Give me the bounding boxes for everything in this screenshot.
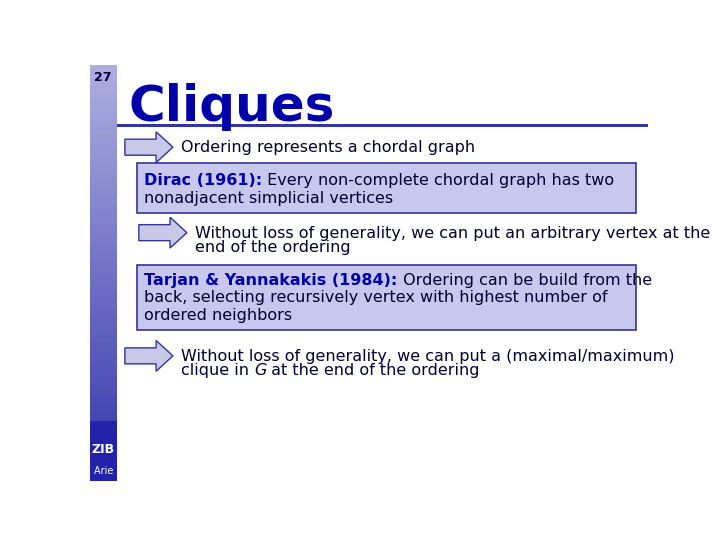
Bar xyxy=(90,421,117,481)
Text: clique in: clique in xyxy=(181,363,254,378)
Bar xyxy=(90,432,117,440)
Text: Tarjan & Yannakakis (1984):: Tarjan & Yannakakis (1984): xyxy=(144,273,397,288)
Text: Cliques: Cliques xyxy=(129,83,335,131)
Bar xyxy=(90,99,117,107)
Bar xyxy=(90,307,117,315)
Bar xyxy=(90,113,117,121)
Text: G: G xyxy=(254,363,266,378)
Bar xyxy=(90,72,117,79)
Bar xyxy=(90,439,117,447)
Text: ZIB: ZIB xyxy=(92,443,115,456)
Text: nonadjacent simplicial vertices: nonadjacent simplicial vertices xyxy=(144,191,393,206)
Bar xyxy=(90,224,117,232)
Bar xyxy=(90,446,117,454)
Bar xyxy=(90,335,117,343)
Bar xyxy=(90,238,117,246)
Bar xyxy=(90,120,117,128)
Bar xyxy=(90,474,117,481)
Text: Arie Koster: Arie Koster xyxy=(94,466,147,476)
Bar xyxy=(90,328,117,336)
Bar xyxy=(90,273,117,280)
Bar xyxy=(90,134,117,142)
Bar xyxy=(90,390,117,398)
Bar xyxy=(90,280,117,287)
Bar xyxy=(90,85,117,93)
Text: ordered neighbors: ordered neighbors xyxy=(144,308,292,323)
Bar xyxy=(90,397,117,405)
Bar xyxy=(90,252,117,260)
Bar xyxy=(90,349,117,356)
Bar xyxy=(90,162,117,170)
Bar xyxy=(90,217,117,225)
Bar xyxy=(90,245,117,253)
Bar xyxy=(90,79,117,86)
Bar xyxy=(90,176,117,184)
Bar xyxy=(90,453,117,461)
Bar xyxy=(90,383,117,392)
Text: end of the ordering: end of the ordering xyxy=(194,240,350,254)
Text: 27: 27 xyxy=(94,71,112,84)
Polygon shape xyxy=(139,217,187,248)
Bar xyxy=(137,164,636,213)
Polygon shape xyxy=(125,132,173,163)
Bar xyxy=(90,418,117,426)
Bar xyxy=(90,321,117,329)
Text: Ordering can be build from the: Ordering can be build from the xyxy=(397,273,652,288)
Bar xyxy=(90,266,117,273)
Bar xyxy=(90,211,117,218)
Bar xyxy=(90,356,117,363)
Text: Dirac (1961):: Dirac (1961): xyxy=(144,173,262,187)
Bar xyxy=(90,231,117,239)
Bar xyxy=(90,363,117,370)
Bar xyxy=(90,204,117,211)
Text: Without loss of generality, we can put a (maximal/maximum): Without loss of generality, we can put a… xyxy=(181,349,674,364)
Bar xyxy=(90,314,117,322)
Bar xyxy=(90,294,117,301)
Text: Every non-complete chordal graph has two: Every non-complete chordal graph has two xyxy=(262,173,614,187)
Bar xyxy=(137,265,636,330)
Bar xyxy=(90,127,117,135)
Bar xyxy=(90,106,117,114)
Bar xyxy=(90,65,117,72)
Text: at the end of the ordering: at the end of the ordering xyxy=(266,363,480,378)
Bar xyxy=(90,287,117,294)
Bar xyxy=(90,377,117,384)
Bar xyxy=(90,460,117,468)
Bar xyxy=(90,190,117,197)
Text: back, selecting recursively vertex with highest number of: back, selecting recursively vertex with … xyxy=(144,291,608,306)
Bar xyxy=(90,183,117,190)
Bar xyxy=(90,370,117,377)
Text: Ordering represents a chordal graph: Ordering represents a chordal graph xyxy=(181,140,474,154)
Bar xyxy=(90,411,117,419)
Bar xyxy=(90,404,117,412)
Bar xyxy=(90,467,117,475)
Bar xyxy=(90,197,117,204)
Bar xyxy=(90,141,117,148)
Bar xyxy=(90,259,117,267)
Text: Without loss of generality, we can put an arbitrary vertex at the: Without loss of generality, we can put a… xyxy=(194,226,710,241)
Bar xyxy=(90,92,117,100)
Bar xyxy=(90,168,117,177)
Bar xyxy=(90,148,117,156)
Bar xyxy=(90,155,117,163)
Bar xyxy=(90,342,117,350)
Bar xyxy=(90,300,117,308)
Polygon shape xyxy=(125,340,173,372)
Bar xyxy=(117,124,648,127)
Bar xyxy=(90,425,117,433)
